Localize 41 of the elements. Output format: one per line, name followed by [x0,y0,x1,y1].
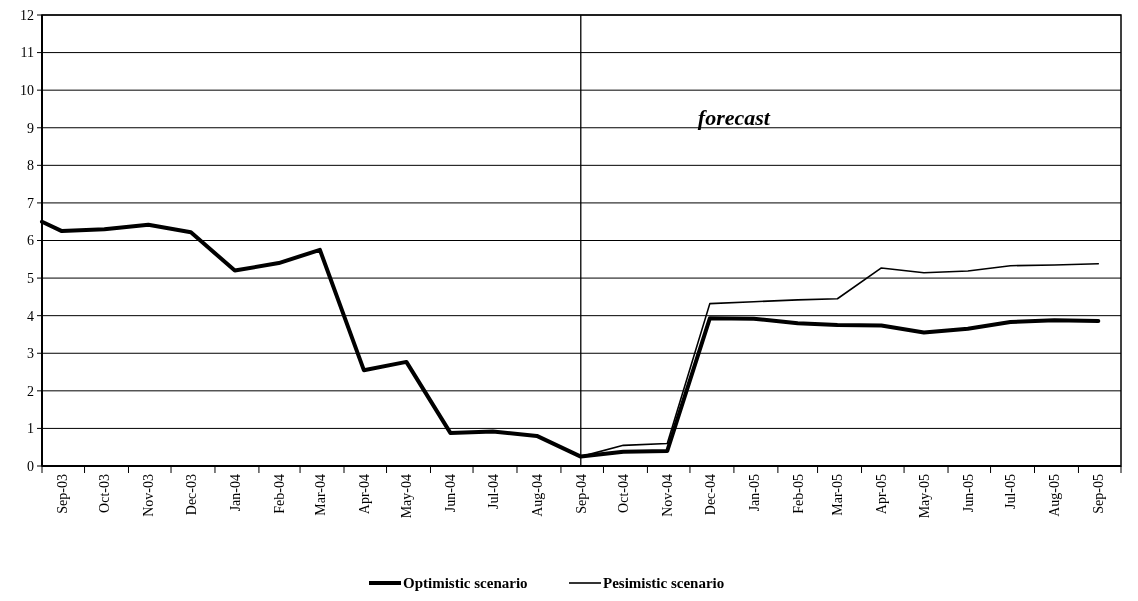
x-tick-label: Aug-04 [529,474,545,517]
y-tick-label: 1 [27,421,34,437]
x-tick-label: Jul-04 [485,474,501,509]
x-tick-label: May-05 [916,474,932,519]
annotation: forecast [697,105,771,130]
legend-label: Pesimistic scenario [603,575,725,592]
x-tick-label: Sep-05 [1091,474,1107,514]
y-tick-label: 10 [20,83,34,99]
legend-label: Optimistic scenario [403,575,528,592]
x-tick-label: Jan-05 [746,474,762,512]
x-tick-label: Apr-04 [356,474,372,515]
x-tick-label: Mar-04 [312,474,328,516]
x-tick-label: Aug-05 [1047,474,1063,517]
y-tick-label: 12 [20,7,34,23]
y-tick-label: 3 [27,346,34,362]
x-tick-label: Jan-04 [227,474,243,512]
y-tick-label: 6 [27,233,34,249]
y-tick-label: 4 [27,308,34,324]
x-tick-label: Jun-04 [443,474,459,513]
x-tick-label: Dec-03 [183,474,199,516]
x-tick-label: Oct-04 [616,474,632,513]
y-tick-label: 11 [20,45,34,61]
y-tick-label: 9 [27,120,34,136]
x-tick-label: Feb-05 [790,474,806,514]
y-tick-label: 2 [27,383,34,399]
x-tick-label: Jul-05 [1003,474,1019,509]
x-tick-label: Jun-05 [960,474,976,513]
x-tick-label: Sep-03 [54,474,70,514]
y-tick-label: 7 [27,195,34,211]
x-tick-label: Mar-05 [830,474,846,516]
x-tick-label: Oct-03 [97,474,113,513]
y-tick-label: 8 [27,158,34,174]
x-tick-label: Nov-04 [660,474,676,517]
y-tick-label: 5 [27,270,34,286]
x-tick-label: Sep-04 [573,474,589,514]
x-tick-label: May-04 [399,474,415,519]
x-tick-label: Dec-04 [702,474,718,516]
x-tick-label: Nov-03 [141,474,157,517]
x-tick-label: Feb-04 [271,474,287,514]
y-tick-label: 0 [27,458,34,474]
x-tick-label: Apr-05 [874,474,890,515]
